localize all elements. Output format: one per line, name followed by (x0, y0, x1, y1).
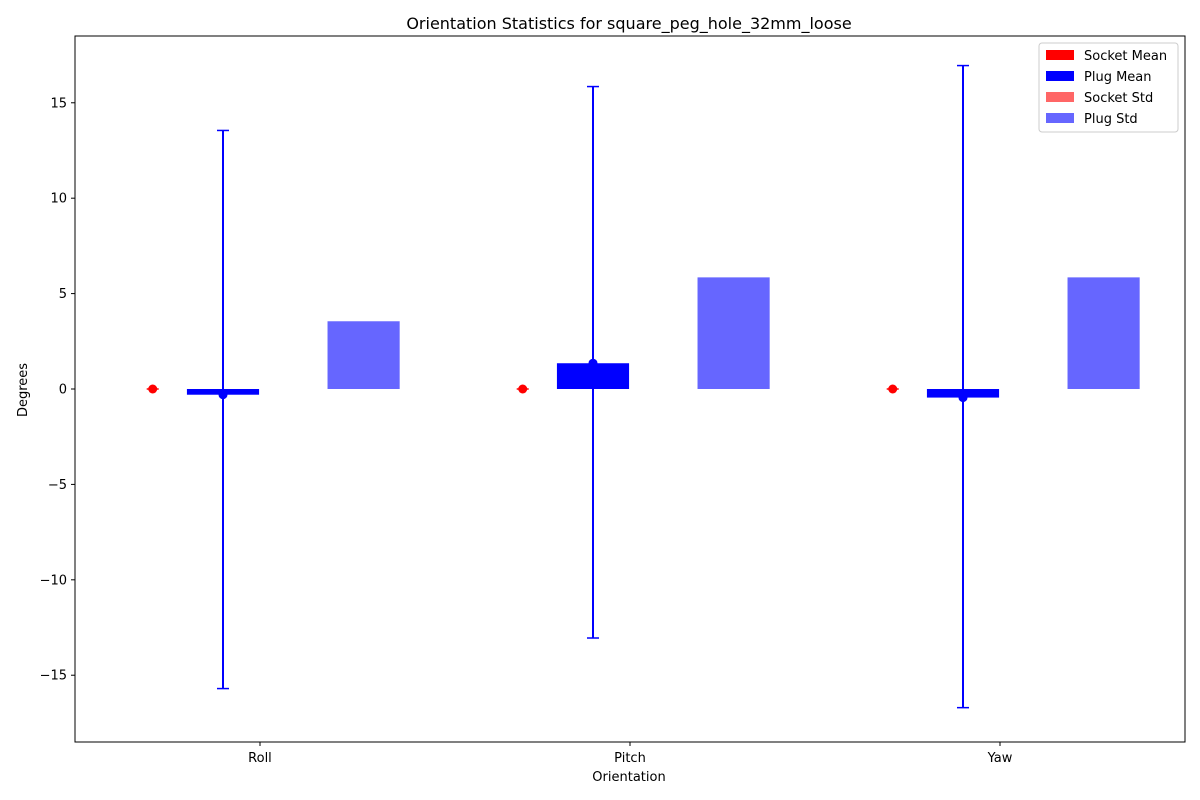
y-axis: −15 −10 −5 0 5 10 15 (40, 96, 75, 684)
legend-label-plug-std: Plug Std (1084, 112, 1138, 127)
x-axis: Roll Pitch Yaw (248, 742, 1013, 766)
y-tick-label: −15 (40, 669, 67, 684)
x-tick-label: Yaw (987, 751, 1013, 766)
y-tick-label: −5 (48, 478, 67, 493)
chart-title: Orientation Statistics for square_peg_ho… (406, 14, 851, 34)
legend-swatch-socket-std (1046, 92, 1074, 102)
legend-frame (1038, 42, 1179, 133)
legend-label-socket-std: Socket Std (1084, 91, 1153, 106)
x-tick-label: Pitch (614, 751, 646, 766)
mean-point-socket-mean-yaw (888, 384, 898, 394)
bar-plug-std-pitch (697, 277, 770, 389)
x-axis-label: Orientation (592, 770, 665, 785)
y-tick-label: 0 (59, 383, 67, 398)
y-tick-label: 15 (50, 96, 67, 111)
legend-label-plug-mean: Plug Mean (1084, 70, 1152, 85)
chart-marks (146, 64, 1140, 709)
bar-plug-std-yaw (1067, 277, 1140, 389)
legend-label-socket-mean: Socket Mean (1084, 49, 1167, 64)
legend-swatch-plug-mean (1046, 71, 1074, 81)
x-tick-label: Roll (248, 751, 272, 766)
legend-swatch-plug-std (1046, 113, 1074, 123)
mean-point-plug-mean-roll (218, 390, 228, 400)
y-tick-label: 10 (50, 192, 67, 207)
y-tick-label: −10 (40, 573, 67, 588)
mean-point-plug-mean-yaw (958, 393, 968, 403)
legend: Socket Mean Plug Mean Socket Std Plug Std (1038, 42, 1179, 133)
mean-point-socket-mean-roll (148, 384, 158, 394)
y-axis-label: Degrees (16, 363, 31, 417)
mean-point-socket-mean-pitch (518, 384, 528, 394)
y-tick-label: 5 (59, 287, 67, 302)
legend-swatch-socket-mean (1046, 50, 1074, 60)
mean-point-plug-mean-pitch (588, 358, 598, 368)
bar-plug-std-roll (327, 321, 400, 389)
